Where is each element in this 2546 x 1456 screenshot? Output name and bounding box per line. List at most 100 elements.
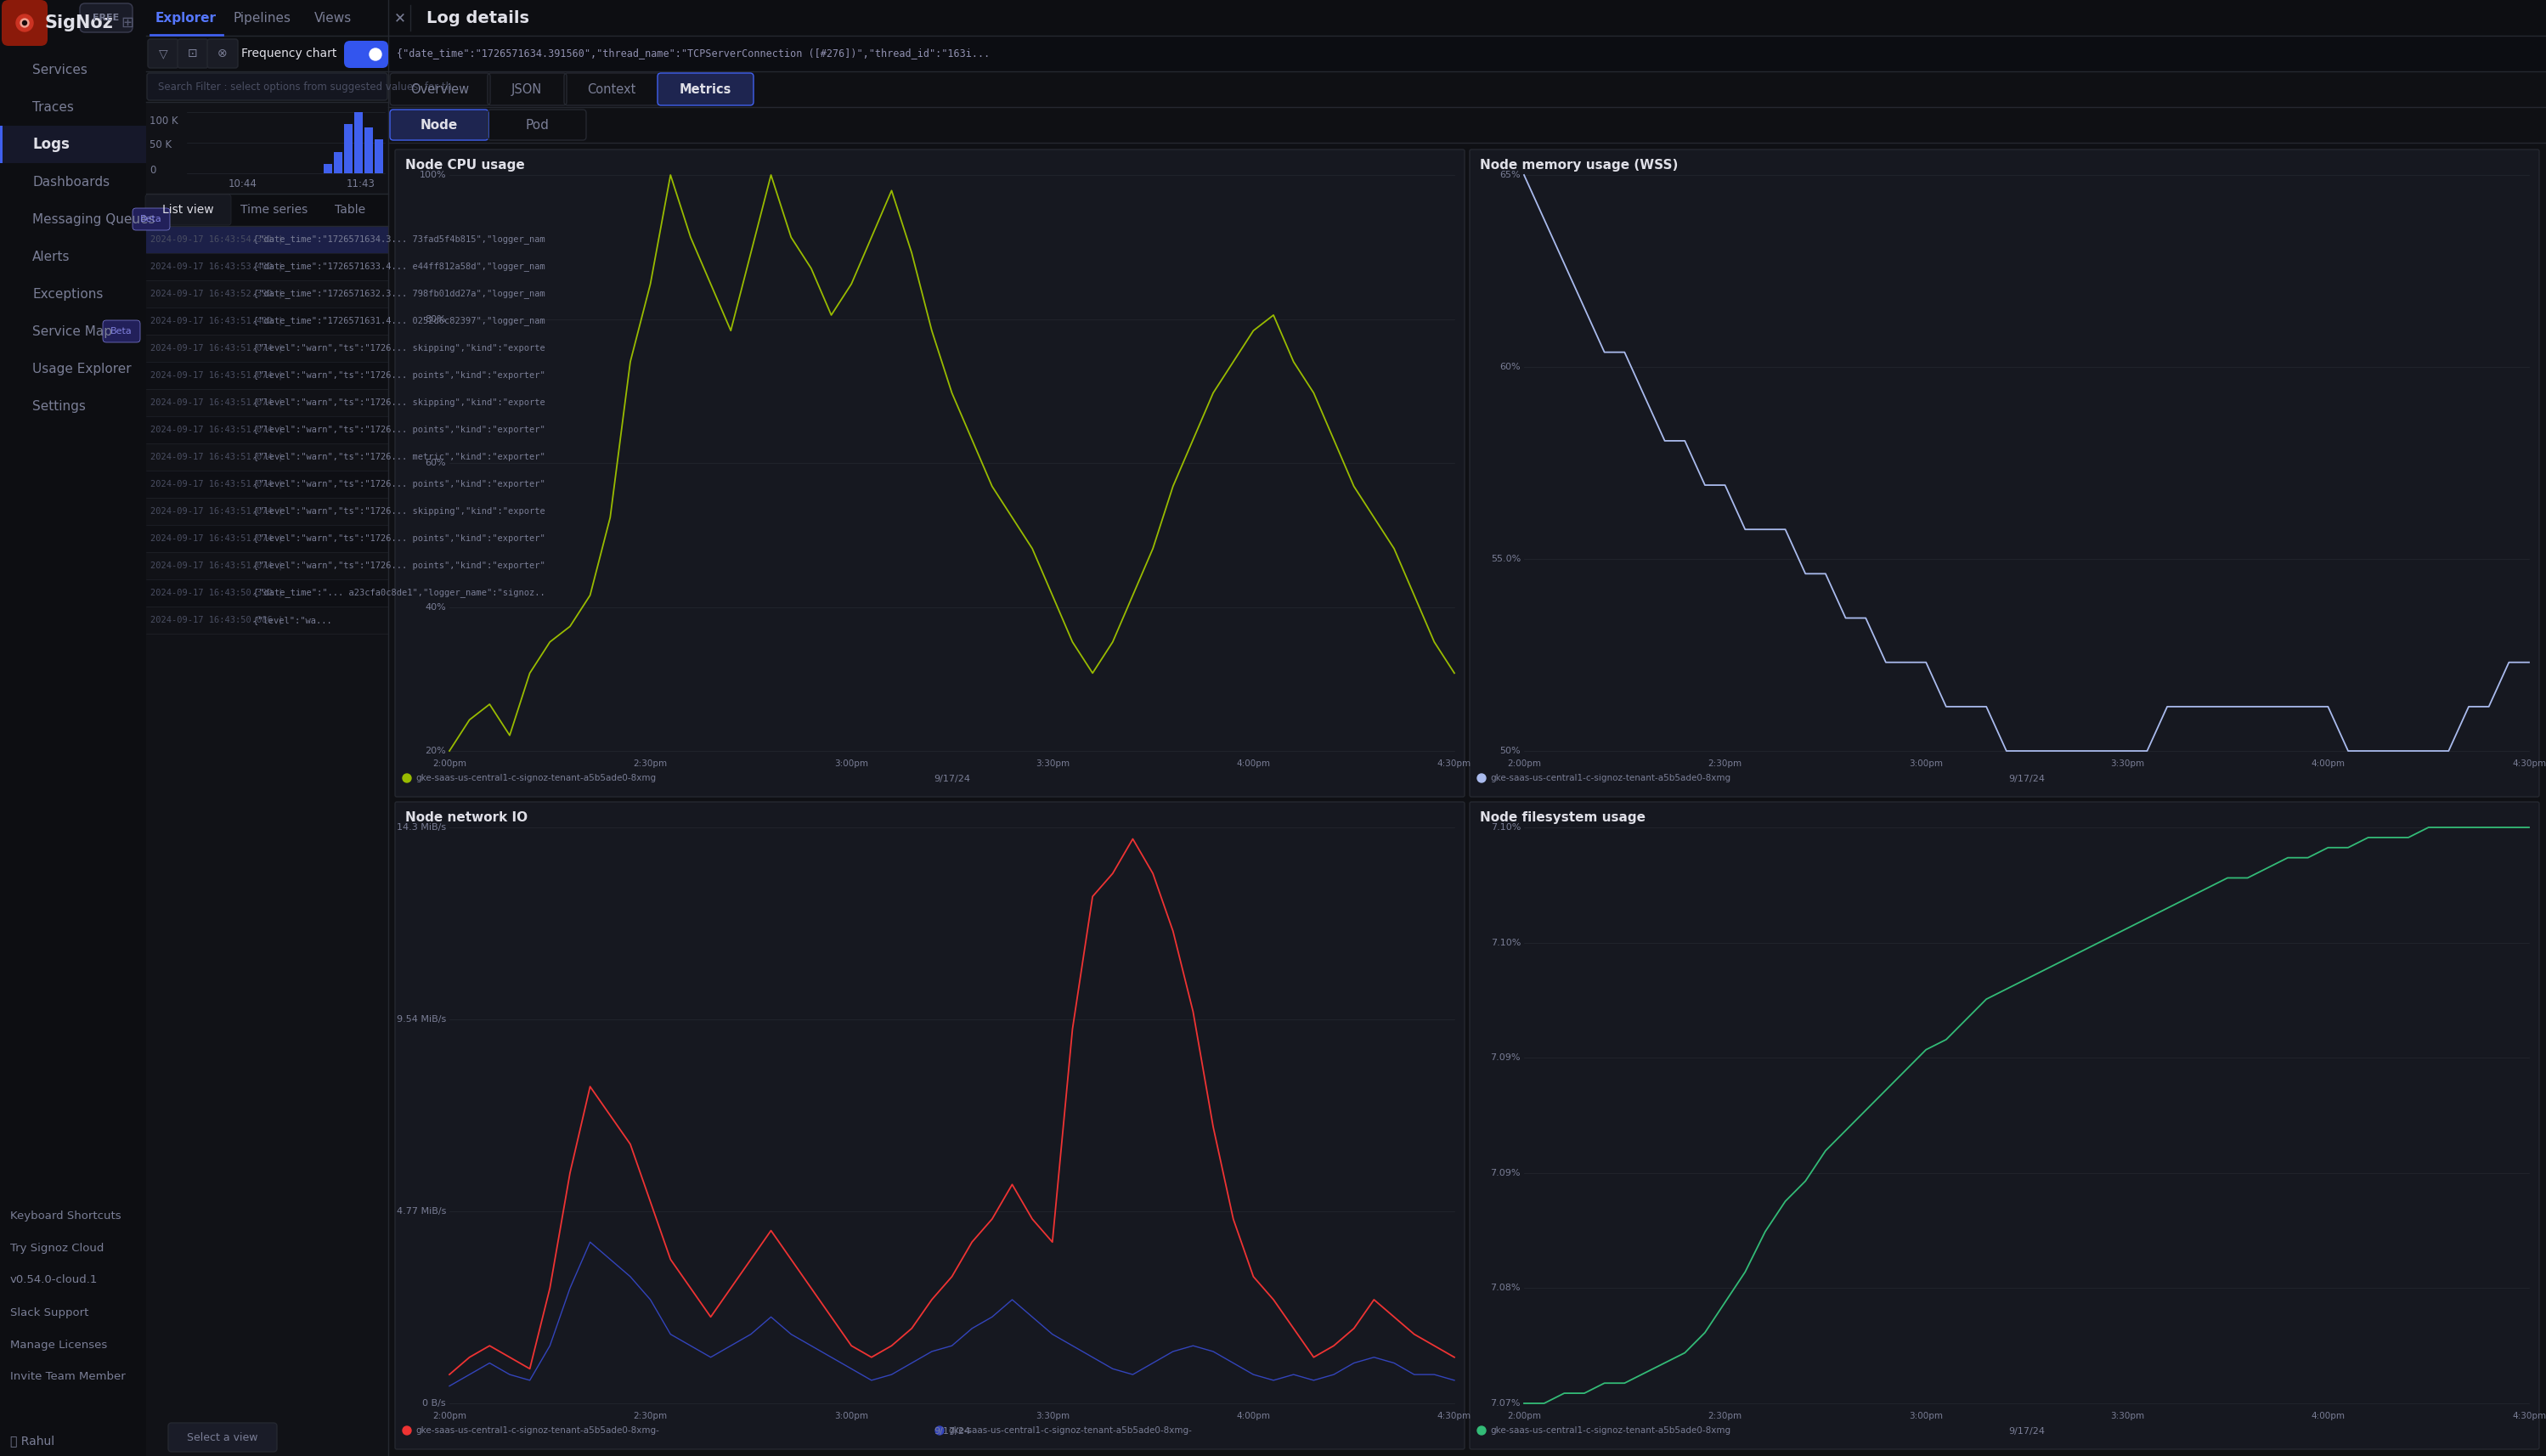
Text: Time series: Time series <box>242 204 308 215</box>
Text: 2024-09-17 16:43:51.074 |: 2024-09-17 16:43:51.074 | <box>150 479 288 489</box>
Text: 4:00pm: 4:00pm <box>2312 1412 2345 1420</box>
Text: Beta: Beta <box>109 328 132 335</box>
Bar <box>354 112 362 173</box>
Text: Table: Table <box>334 204 364 215</box>
Bar <box>181 42 206 66</box>
Text: 9/17/24: 9/17/24 <box>2009 775 2044 783</box>
Bar <box>145 444 387 470</box>
Text: 0: 0 <box>150 165 155 175</box>
Circle shape <box>1477 1427 1487 1434</box>
Text: gke-saas-us-central1-c-signoz-tenant-a5b5ade0-8xmg: gke-saas-us-central1-c-signoz-tenant-a5b… <box>1489 775 1731 782</box>
Text: 9/17/24: 9/17/24 <box>2009 1427 2044 1436</box>
Text: 3:00pm: 3:00pm <box>835 760 868 767</box>
Text: 9/17/24: 9/17/24 <box>934 775 970 783</box>
Circle shape <box>934 1427 945 1434</box>
Text: 80%: 80% <box>425 314 446 323</box>
Text: Dashboards: Dashboards <box>33 175 109 188</box>
Circle shape <box>1477 775 1487 782</box>
Text: {"level":"warn","ts":"1726... metric","kind":"exporter": {"level":"warn","ts":"1726... metric","k… <box>252 453 545 462</box>
Bar <box>145 607 387 633</box>
Text: Services: Services <box>33 63 87 76</box>
Bar <box>145 389 387 416</box>
Bar <box>145 335 387 363</box>
Bar <box>150 42 176 66</box>
Text: v0.54.0-cloud.1: v0.54.0-cloud.1 <box>10 1274 97 1286</box>
Text: 50%: 50% <box>1500 747 1520 756</box>
Bar <box>145 253 387 281</box>
Text: 4.77 MiB/s: 4.77 MiB/s <box>397 1207 446 1216</box>
Text: Node filesystem usage: Node filesystem usage <box>1479 811 1645 824</box>
Circle shape <box>20 19 28 28</box>
Bar <box>397 151 1464 795</box>
Text: 65%: 65% <box>1500 170 1520 179</box>
Text: 7.10%: 7.10% <box>1489 938 1520 946</box>
Text: Log details: Log details <box>428 10 530 26</box>
FancyBboxPatch shape <box>178 39 209 68</box>
Text: Views: Views <box>313 12 351 25</box>
FancyBboxPatch shape <box>79 3 132 32</box>
FancyBboxPatch shape <box>657 73 754 105</box>
Text: 7.10%: 7.10% <box>1489 823 1520 831</box>
Text: Metrics: Metrics <box>680 83 731 96</box>
Text: Service Map: Service Map <box>33 325 112 338</box>
Text: 3:30pm: 3:30pm <box>2111 1412 2144 1420</box>
Text: {"level":"wa...: {"level":"wa... <box>252 616 334 625</box>
Text: Usage Explorer: Usage Explorer <box>33 363 132 376</box>
Text: 10:44: 10:44 <box>229 179 257 189</box>
Text: {"level":"warn","ts":"1726... skipping","kind":"exporte: {"level":"warn","ts":"1726... skipping",… <box>252 399 545 406</box>
Text: 14.3 MiB/s: 14.3 MiB/s <box>397 823 446 831</box>
Text: Explorer: Explorer <box>155 12 216 25</box>
Text: 3:00pm: 3:00pm <box>1910 760 1943 767</box>
Text: 2024-09-17 16:43:51.400 |: 2024-09-17 16:43:51.400 | <box>150 316 288 326</box>
Text: 2024-09-17 16:43:51.074 |: 2024-09-17 16:43:51.074 | <box>150 507 288 515</box>
Text: Node: Node <box>420 118 458 131</box>
Text: {"date_time":"1726571632.3... 798fb01dd27a","logger_nam: {"date_time":"1726571632.3... 798fb01dd2… <box>252 290 545 298</box>
FancyBboxPatch shape <box>145 195 232 226</box>
Text: Pod: Pod <box>524 118 550 131</box>
Circle shape <box>23 20 28 25</box>
Text: 2024-09-17 16:43:54.391 |: 2024-09-17 16:43:54.391 | <box>150 234 288 245</box>
Text: Beta: Beta <box>140 215 163 223</box>
FancyBboxPatch shape <box>3 0 48 47</box>
Circle shape <box>15 15 33 32</box>
Bar <box>145 579 387 607</box>
Text: 7.09%: 7.09% <box>1489 1169 1520 1178</box>
Text: 2024-09-17 16:43:51.074 |: 2024-09-17 16:43:51.074 | <box>150 453 288 462</box>
Text: Exceptions: Exceptions <box>33 287 102 300</box>
Text: 2024-09-17 16:43:51.074 |: 2024-09-17 16:43:51.074 | <box>150 562 288 571</box>
Bar <box>1472 804 2538 1447</box>
Text: 4:30pm: 4:30pm <box>2513 1412 2546 1420</box>
Text: {"date_time":"1726571631.4... 0252d6c82397","logger_nam: {"date_time":"1726571631.4... 0252d6c823… <box>252 316 545 326</box>
Text: {"level":"warn","ts":"1726... points","kind":"exporter": {"level":"warn","ts":"1726... points","k… <box>252 562 545 569</box>
Text: 🌀 Rahul: 🌀 Rahul <box>10 1434 53 1447</box>
FancyBboxPatch shape <box>344 41 387 68</box>
Text: 0 B/s: 0 B/s <box>423 1399 446 1408</box>
Text: 9/17/24: 9/17/24 <box>934 1427 970 1436</box>
Text: ✕: ✕ <box>395 10 405 26</box>
Bar <box>145 281 387 307</box>
Bar <box>0 125 145 163</box>
FancyBboxPatch shape <box>206 39 237 68</box>
Bar <box>387 0 2546 36</box>
Bar <box>145 498 387 526</box>
Text: Node CPU usage: Node CPU usage <box>405 159 524 172</box>
Text: 3:30pm: 3:30pm <box>1036 760 1069 767</box>
FancyBboxPatch shape <box>148 73 387 100</box>
Text: SigNoz: SigNoz <box>43 15 112 32</box>
Bar <box>364 128 372 173</box>
Bar <box>145 416 387 444</box>
Text: 2:00pm: 2:00pm <box>1507 760 1540 767</box>
Text: JSON: JSON <box>512 83 542 96</box>
FancyBboxPatch shape <box>1469 802 2538 1449</box>
Text: ⊗: ⊗ <box>216 48 227 60</box>
Text: 60%: 60% <box>425 459 446 467</box>
Text: 7.09%: 7.09% <box>1489 1054 1520 1061</box>
Bar <box>145 552 387 579</box>
Text: gke-saas-us-central1-c-signoz-tenant-a5b5ade0-8xmg: gke-saas-us-central1-c-signoz-tenant-a5b… <box>415 775 657 782</box>
FancyBboxPatch shape <box>395 802 1464 1449</box>
Text: Frequency chart: Frequency chart <box>242 48 336 60</box>
Bar <box>145 526 387 552</box>
Text: 2:30pm: 2:30pm <box>634 1412 667 1420</box>
Text: 50 K: 50 K <box>150 138 171 150</box>
Text: {"level":"warn","ts":"1726... skipping","kind":"exporte: {"level":"warn","ts":"1726... skipping",… <box>252 507 545 515</box>
